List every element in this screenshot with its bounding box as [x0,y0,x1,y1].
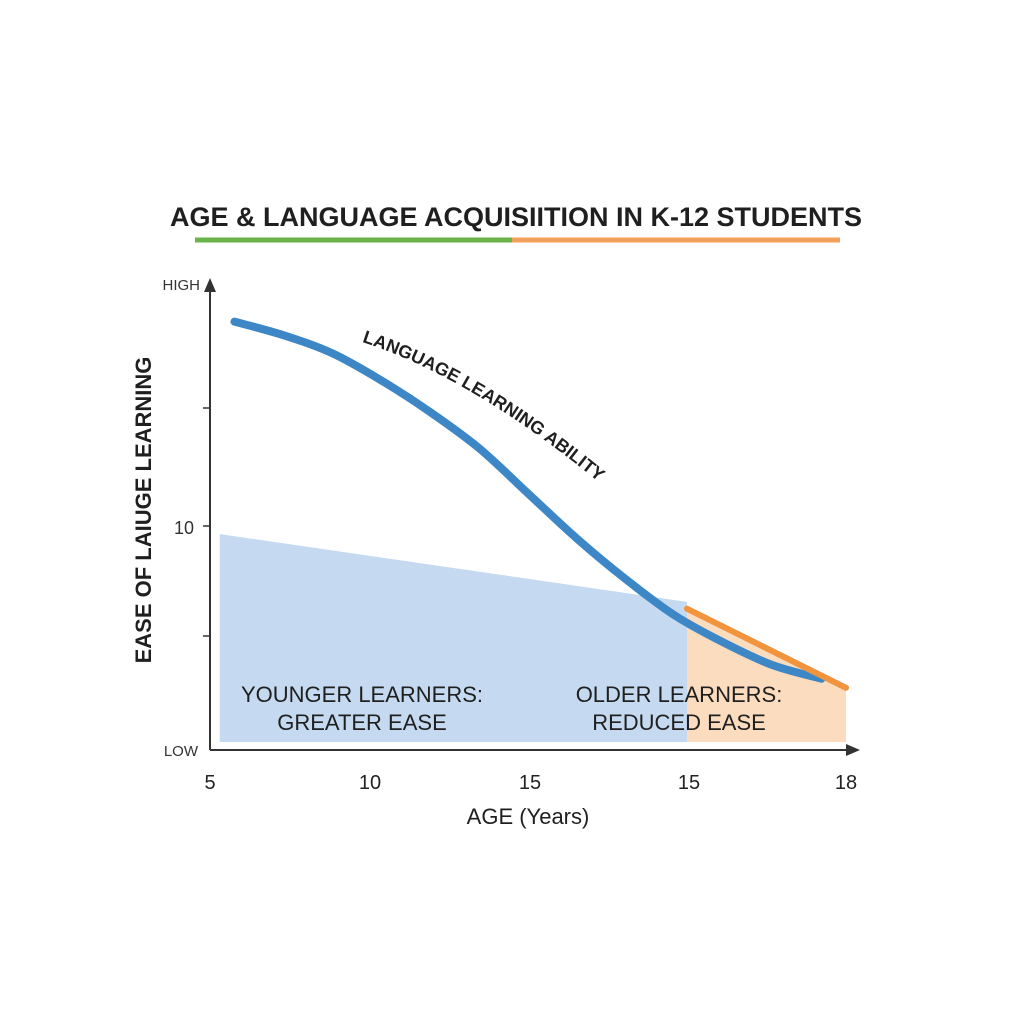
series-label: LANGUAGE LEARNING ABILITY [361,327,609,485]
region-label-older-line2: REDUCED EASE [592,710,766,735]
x-tick-label: 18 [835,772,857,794]
region-younger [219,534,688,742]
y-axis-label: EASE OF LAIUGE LEARNING [131,357,156,664]
y-axis-arrow [204,278,216,292]
y-tick-label-low: LOW [164,743,199,760]
chart-title: AGE & LANGUAGE ACQUISIITION IN K-12 STUD… [170,202,862,232]
x-axis-arrow [846,744,860,756]
x-tick-label: 15 [678,772,700,794]
region-label-older-line1: OLDER LEARNERS: [576,682,783,707]
series-label-path: LANGUAGE LEARNING ABILITY [361,327,609,485]
series-line-older [684,605,849,691]
y-tick-label-high: HIGH [163,277,201,294]
region-label-younger-line1: YOUNGER LEARNERS: [241,682,483,707]
series-layer [230,317,849,691]
x-tick-label: 10 [359,772,381,794]
region-label-younger-line2: GREATER EASE [277,710,447,735]
x-axis-label: AGE (Years) [467,804,590,829]
y-tick-label-mid: 10 [174,518,194,538]
x-tick-label: 5 [204,772,215,794]
x-tick-label: 15 [519,772,541,794]
series-line-ability [230,317,826,683]
